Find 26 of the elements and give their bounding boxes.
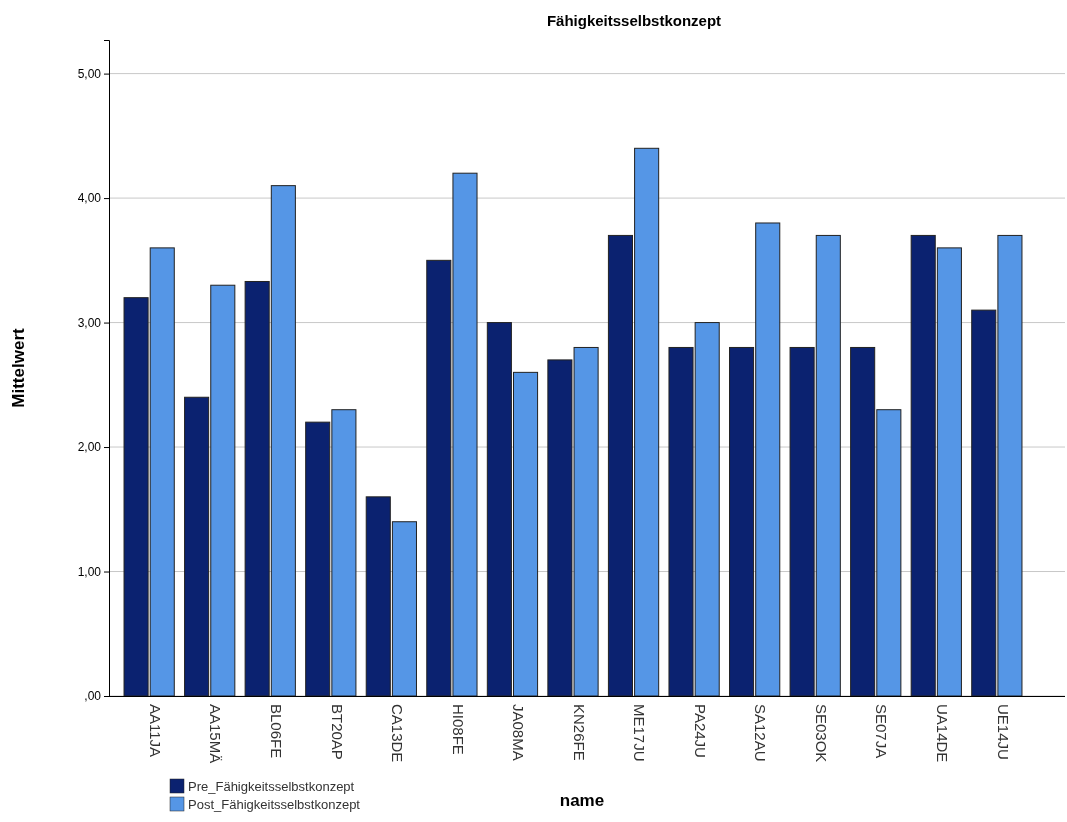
x-tick-label: SE03OK [812, 704, 830, 763]
legend-label: Post_Fähigkeitsselbstkonzept [188, 796, 361, 812]
legend-label: Pre_Fähigkeitsselbstkonzept [188, 778, 355, 794]
x-tick-label: AA15MÄ [207, 704, 225, 764]
chart-title: Fähigkeitsselbstkonzept [546, 12, 722, 29]
x-axis-title: name [559, 791, 605, 810]
x-tick-label: CA13DE [389, 704, 407, 763]
x-tick-label: ME17JU [631, 704, 649, 762]
y-tick-label: 4,00 [77, 191, 102, 206]
x-tick-label: HI08FE [449, 704, 467, 755]
x-tick-label: AA11JA [146, 704, 164, 758]
x-tick-label: SE07JA [873, 704, 891, 759]
x-tick-label: BL06FE [268, 704, 285, 759]
y-axis-title: Mittelwert [9, 327, 28, 408]
x-tick-label: UA14DE [934, 704, 952, 763]
y-tick-label: 3,00 [77, 315, 102, 330]
y-tick-label: 1,00 [77, 564, 102, 579]
x-tick-label: SA12AU [752, 704, 770, 762]
y-tick-label: 2,00 [77, 440, 102, 455]
x-tick-label: PA24JU [691, 704, 709, 758]
x-tick-label: KN26FE [570, 704, 588, 761]
y-tick-label: ,00 [84, 689, 102, 704]
x-tick-label: JA08MA [510, 704, 528, 761]
x-tick-label: UE14JU [994, 704, 1012, 760]
x-tick-label: BT20AP [328, 704, 346, 760]
y-tick-label: 5,00 [77, 66, 102, 81]
